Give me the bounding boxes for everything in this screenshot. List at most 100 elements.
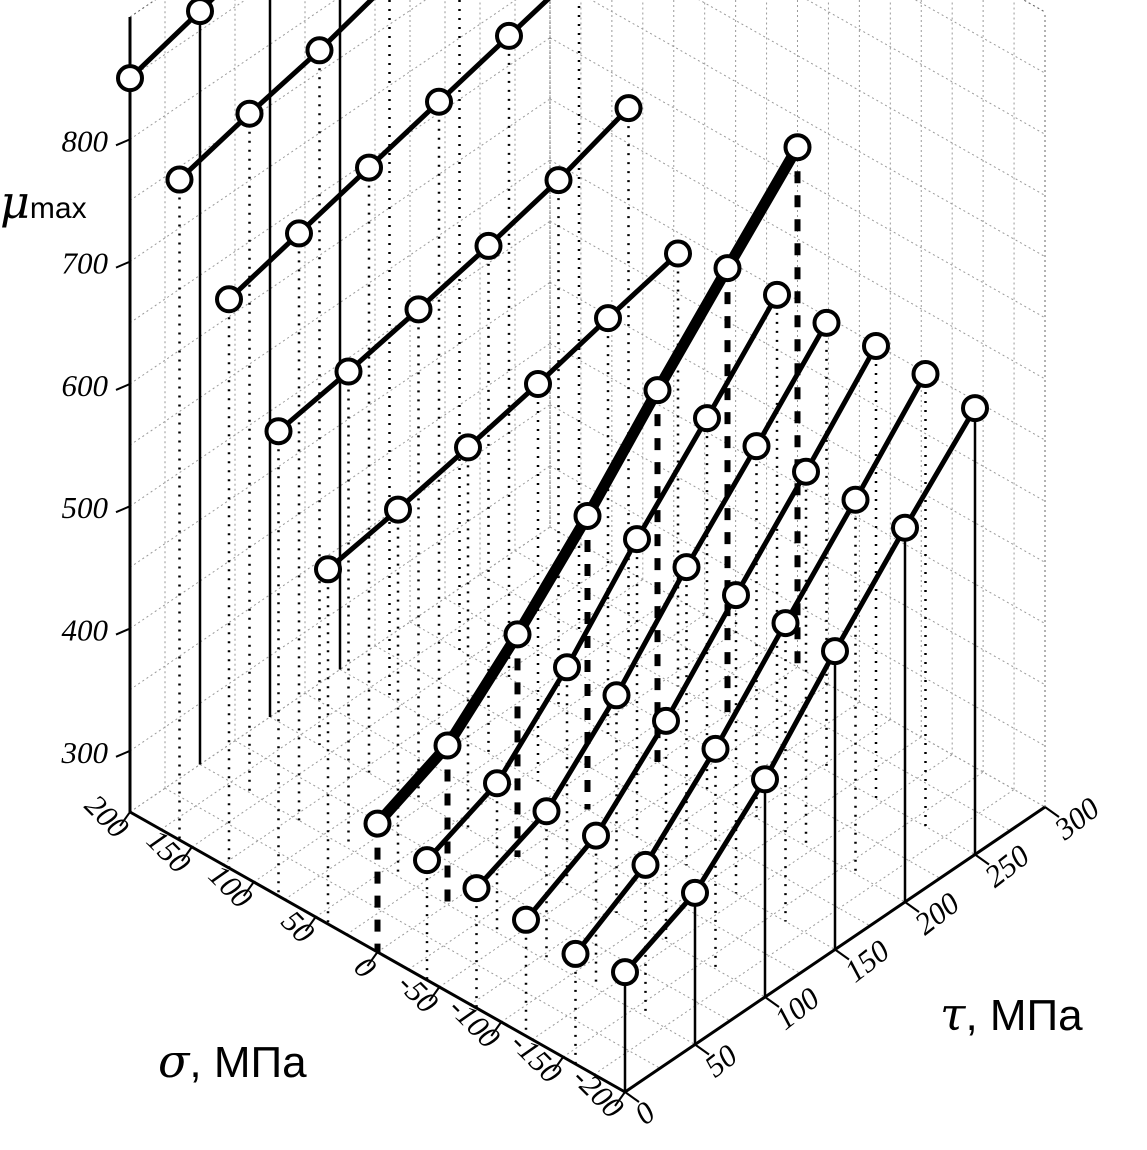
- data-point: [771, 609, 800, 638]
- data-point: [314, 555, 342, 584]
- sigma-tick-mark: [181, 846, 193, 862]
- data-point: [553, 653, 581, 682]
- sigma-tick-label: 150: [140, 822, 198, 880]
- tau-tick-mark: [1044, 806, 1060, 818]
- data-point: [384, 495, 412, 524]
- sigma-tick-mark: [242, 881, 255, 897]
- data-point: [355, 153, 383, 182]
- series-line: [524, 344, 879, 922]
- data-point: [594, 304, 622, 333]
- tau-tick-mark: [624, 1091, 640, 1103]
- data-point: [701, 734, 730, 763]
- data-point: [503, 620, 532, 649]
- tau-tick-mark: [764, 996, 780, 1008]
- data-point: [582, 821, 610, 850]
- z-tick-mark: [115, 383, 131, 391]
- sigma-tick-label: -150: [504, 1025, 569, 1090]
- data-point: [611, 958, 639, 987]
- data-point: [512, 905, 540, 934]
- z-tick-mark: [115, 505, 131, 514]
- series-lines: [128, 0, 978, 974]
- z-tick-label: 400: [62, 613, 109, 648]
- data-point: [614, 94, 643, 123]
- data-point: [891, 513, 919, 542]
- data-point: [165, 165, 194, 194]
- sigma-tick-mark: [119, 811, 131, 827]
- z-axis-ticks: 300 400 500 600 700 800: [61, 123, 131, 770]
- series-line: [227, 0, 551, 302]
- tau-tick-mark: [834, 948, 850, 961]
- data-point: [305, 36, 334, 65]
- data-point: [116, 64, 144, 93]
- tau-tick-label: 0: [628, 1094, 662, 1131]
- series-line: [573, 372, 928, 956]
- data-point: [602, 681, 631, 710]
- data-point: [264, 417, 293, 446]
- data-point: [742, 432, 771, 461]
- z-tick-label: 500: [62, 490, 109, 525]
- data-point: [462, 874, 491, 903]
- z-tick-mark: [115, 138, 131, 147]
- grid-line: [590, 0, 1046, 258]
- data-point: [623, 525, 651, 554]
- data-point: [763, 280, 791, 309]
- sigma-tick-mark: [614, 1091, 626, 1107]
- data-point: [664, 239, 692, 268]
- tau-tick-mark: [904, 901, 920, 913]
- tau-tick-mark: [974, 853, 990, 866]
- data-point: [792, 457, 820, 486]
- sigma-tick-label: -200: [566, 1060, 631, 1125]
- z-tick-mark: [115, 627, 131, 636]
- data-point: [495, 21, 523, 50]
- sigma-tick-mark: [428, 986, 441, 1002]
- data-point: [413, 846, 441, 875]
- sigma-axis-title: σ, МПа: [158, 1034, 307, 1088]
- data-point: [524, 370, 552, 398]
- sigma-tick-mark: [366, 951, 379, 967]
- data-point: [961, 394, 989, 423]
- data-point: [672, 553, 701, 582]
- data-point: [652, 706, 680, 735]
- z-axis-title: μmax: [0, 175, 87, 229]
- z-tick-label: 300: [61, 735, 109, 770]
- data-point: [285, 219, 313, 248]
- tau-tick-label: 50: [698, 1037, 744, 1084]
- data-point: [751, 765, 779, 794]
- z-tick-mark: [115, 749, 131, 758]
- data-point: [693, 404, 721, 433]
- sigma-tick-mark: [490, 1021, 503, 1037]
- data-point: [561, 939, 590, 968]
- series-line: [177, 0, 375, 182]
- sigma-tick-mark: [552, 1056, 564, 1072]
- data-point: [454, 433, 482, 462]
- series-line: [474, 321, 829, 890]
- data-point: [544, 166, 573, 195]
- sigma-tick-label: 100: [202, 857, 260, 915]
- data-point: [474, 231, 503, 260]
- data-point: [821, 637, 849, 666]
- sigma-tick-mark: [304, 916, 317, 932]
- series-line: [326, 251, 680, 572]
- sigma-tick-label: -100: [442, 990, 507, 1055]
- data-point: [483, 769, 511, 798]
- data-markers: [116, 0, 989, 987]
- sigma-tick-label: 0: [348, 949, 384, 985]
- data-point: [783, 133, 812, 162]
- z-tick-label: 700: [62, 246, 109, 281]
- data-point: [573, 501, 602, 530]
- data-point: [425, 87, 453, 116]
- grid-line: [253, 596, 675, 883]
- data-point: [681, 878, 709, 907]
- tau-axis-title: τ, МПа: [940, 987, 1083, 1041]
- series-line: [128, 0, 215, 80]
- data-point: [433, 731, 462, 760]
- data-point: [215, 285, 243, 314]
- series-line: [623, 406, 978, 974]
- data-point: [631, 850, 660, 879]
- tau-tick-mark: [694, 1043, 710, 1056]
- data-point: [334, 357, 363, 386]
- data-point: [911, 359, 940, 388]
- sigma-tick-label: -50: [391, 966, 445, 1020]
- data-point: [235, 99, 264, 128]
